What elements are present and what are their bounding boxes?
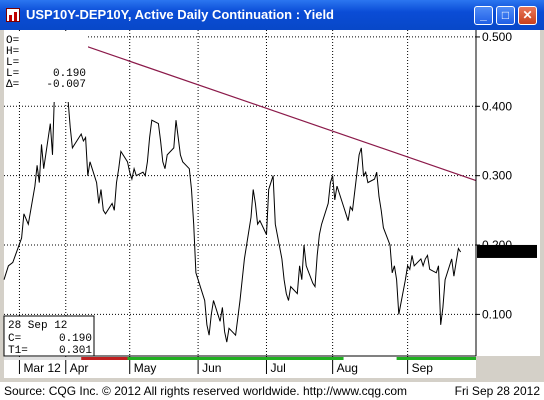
y-tick-label: 0.500 [482, 30, 512, 44]
close-button[interactable]: ✕ [518, 6, 537, 25]
trendline[interactable] [58, 36, 477, 182]
info-label-change: Δ= [6, 79, 19, 91]
cursor-info-panel: 28 Sep 12 C= T1= 0.190 0.301 [3, 315, 95, 357]
cursor-value-close: 0.190 [59, 333, 92, 345]
x-tick-label: Sep [412, 361, 434, 375]
session-segment [127, 357, 344, 360]
x-tick-label: May [134, 361, 157, 375]
chart-window: USP10Y-DEP10Y, Active Daily Continuation… [0, 0, 544, 382]
last-value-box [477, 244, 537, 258]
title-bar[interactable]: USP10Y-DEP10Y, Active Daily Continuation… [0, 0, 544, 30]
info-label-open: O= [6, 35, 19, 47]
last-value-marker: 0.190 [477, 244, 537, 259]
cursor-value-trend: 0.301 [59, 345, 92, 357]
ohlc-info-panel: O= H= L= L= Δ= 0.190 -0.007 [4, 32, 88, 102]
session-segment [81, 357, 128, 360]
y-tick-label: 0.300 [482, 169, 512, 183]
y-tick-label: 0.400 [482, 99, 512, 113]
footer-date: Fri Sep 28 2012 [454, 384, 540, 398]
x-tick-label: Jun [202, 361, 221, 375]
last-value-label: 0.190 [482, 245, 512, 259]
time-axis[interactable] [4, 356, 476, 378]
footer-bar: Source: CQG Inc. © 2012 All rights reser… [0, 382, 544, 400]
maximize-button[interactable]: □ [496, 6, 515, 25]
price-axis[interactable] [476, 30, 540, 356]
x-tick-label: Jul [270, 361, 285, 375]
x-tick-label: Aug [337, 361, 358, 375]
cursor-info-background [3, 315, 95, 357]
cursor-label-trend: T1= [8, 345, 28, 357]
window-title: USP10Y-DEP10Y, Active Daily Continuation… [26, 7, 334, 22]
cursor-date: 28 Sep 12 [8, 320, 67, 332]
chart-app-icon [6, 8, 20, 22]
session-segment [343, 357, 397, 360]
info-value-change: -0.007 [46, 79, 86, 91]
info-label-last: L= [6, 68, 19, 80]
x-tick-label: Mar 12 [23, 361, 61, 375]
x-tick-label: Apr [70, 361, 89, 375]
minimize-button[interactable]: _ [474, 6, 493, 25]
y-tick-label: 0.100 [482, 307, 512, 321]
session-bar [4, 357, 476, 360]
yield-series-line [3, 43, 462, 343]
ohlc-info-background [4, 32, 88, 102]
info-label-high: H= [6, 46, 19, 58]
cursor-label-close: C= [8, 333, 21, 345]
info-label-low: L= [6, 57, 19, 69]
session-segment [4, 357, 82, 360]
info-value-last: 0.190 [53, 68, 86, 80]
month-ticks: Mar 12 Apr May Jun Jul Aug Sep [18, 356, 434, 375]
source-credit: Source: CQG Inc. © 2012 All rights reser… [4, 384, 408, 398]
session-segment [396, 357, 476, 360]
